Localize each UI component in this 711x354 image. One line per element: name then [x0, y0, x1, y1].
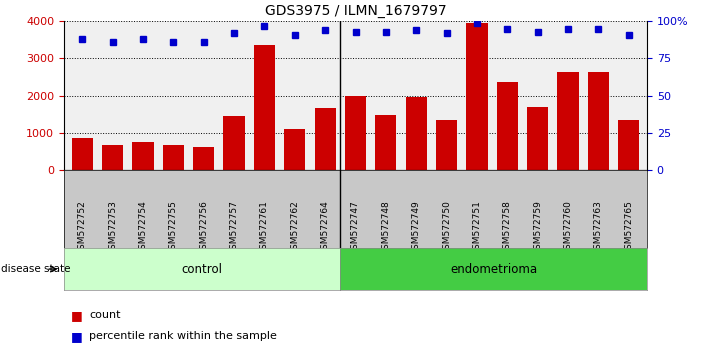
Text: percentile rank within the sample: percentile rank within the sample: [89, 331, 277, 341]
Text: endometrioma: endometrioma: [450, 263, 537, 275]
Text: ■: ■: [71, 330, 83, 343]
Bar: [314, 108, 336, 170]
Bar: [132, 142, 154, 170]
Bar: [193, 147, 214, 170]
Bar: [223, 116, 245, 170]
Bar: [466, 23, 488, 170]
Bar: [254, 45, 275, 170]
Bar: [527, 108, 548, 170]
Bar: [102, 145, 123, 170]
Bar: [345, 96, 366, 170]
Text: ■: ■: [71, 309, 83, 321]
Bar: [588, 72, 609, 170]
Text: disease state: disease state: [1, 264, 70, 274]
Bar: [405, 97, 427, 170]
Text: count: count: [89, 310, 120, 320]
Bar: [284, 129, 306, 170]
Bar: [618, 120, 639, 170]
Bar: [436, 120, 457, 170]
Bar: [72, 138, 93, 170]
Bar: [375, 115, 397, 170]
Bar: [557, 72, 579, 170]
Bar: [163, 145, 184, 170]
Text: control: control: [181, 263, 223, 275]
Text: GDS3975 / ILMN_1679797: GDS3975 / ILMN_1679797: [264, 4, 447, 18]
Bar: [497, 82, 518, 170]
